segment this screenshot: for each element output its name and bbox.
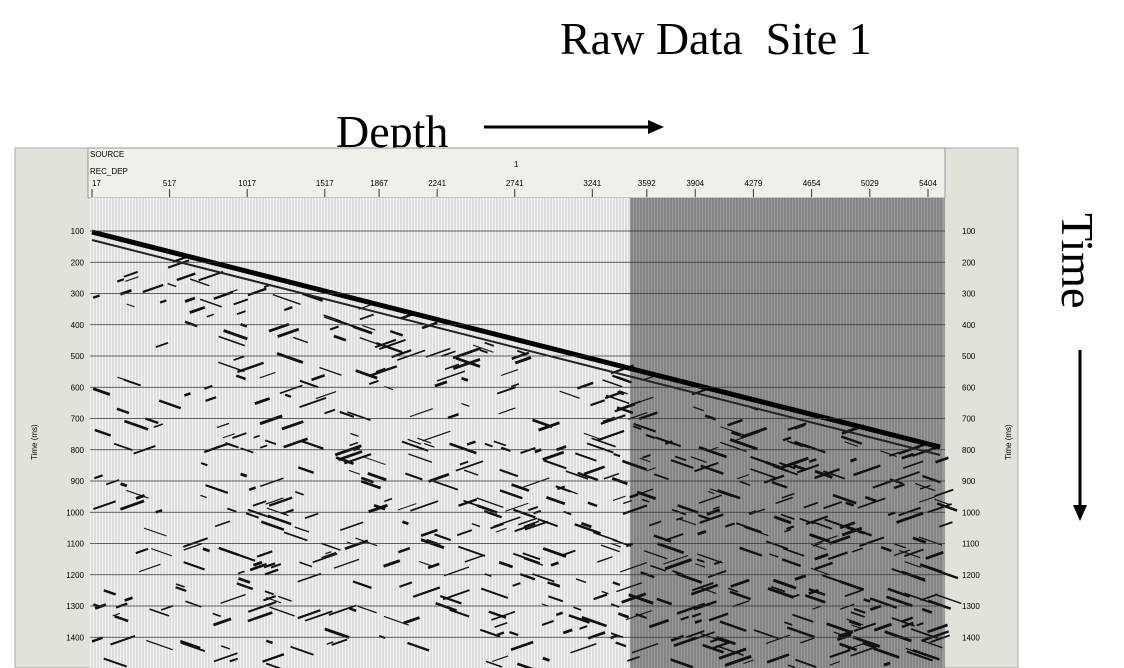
time-axis-label-right: Time (ms) [1004, 424, 1013, 460]
time-tick-label-right: 1400 [962, 633, 980, 642]
time-tick-label: 800 [71, 446, 85, 455]
time-tick-label-right: 1200 [962, 571, 980, 580]
time-tick-label-right: 1000 [962, 508, 980, 517]
depth-tick-label: 1867 [370, 179, 388, 188]
time-tick-label-right: 200 [962, 258, 976, 267]
time-axis-label: Time (ms) [30, 424, 39, 460]
depth-tick-label: 1517 [316, 179, 334, 188]
depth-tick-label: 4279 [745, 179, 763, 188]
time-tick-label-right: 300 [962, 290, 976, 299]
time-tick-label: 200 [71, 258, 85, 267]
source-label: SOURCE [90, 150, 124, 159]
time-tick-label-right: 600 [962, 383, 976, 392]
time-tick-label-right: 900 [962, 477, 976, 486]
time-tick-label-right: 100 [962, 227, 976, 236]
time-tick-label: 100 [71, 227, 85, 236]
time-tick-label-right: 700 [962, 415, 976, 424]
depth-tick-label: 3904 [686, 179, 704, 188]
source-value: 1 [514, 160, 519, 169]
reflection [121, 484, 127, 486]
time-tick-label: 500 [71, 352, 85, 361]
time-tick-label: 1400 [66, 633, 84, 642]
rec-dep-label: REC_DEP [90, 167, 128, 176]
header-panel [88, 148, 945, 198]
time-tick-label: 1000 [66, 508, 84, 517]
time-tick-label: 1300 [66, 602, 84, 611]
reflection [884, 663, 890, 665]
time-tick-label: 300 [71, 290, 85, 299]
title: Raw Data Site 1 [560, 13, 872, 64]
depth-tick-label: 517 [163, 179, 177, 188]
time-arrowhead [1073, 505, 1087, 521]
depth-tick-label: 17 [92, 179, 101, 188]
time-tick-label-right: 1300 [962, 602, 980, 611]
depth-tick-label: 3592 [638, 179, 656, 188]
depth-tick-label: 1017 [238, 179, 256, 188]
time-tick-label: 1200 [66, 571, 84, 580]
page: Raw Data Site 1 Depth Time SOURCE REC_DE… [0, 0, 1124, 668]
time-tick-label-right: 500 [962, 352, 976, 361]
time-tick-label: 600 [71, 383, 85, 392]
time-tick-label: 400 [71, 321, 85, 330]
time-tick-label: 1100 [67, 540, 85, 549]
time-tick-label: 700 [71, 415, 85, 424]
depth-tick-label: 2241 [428, 179, 446, 188]
time-tick-label: 900 [71, 477, 85, 486]
depth-tick-label: 5404 [919, 179, 937, 188]
time-label: Time [1052, 213, 1103, 308]
depth-tick-label: 3241 [583, 179, 601, 188]
depth-tick-label: 2741 [506, 179, 524, 188]
depth-tick-label: 4654 [803, 179, 821, 188]
reflection [850, 459, 856, 461]
time-tick-label-right: 800 [962, 446, 976, 455]
depth-tick-label: 5029 [861, 179, 879, 188]
depth-arrowhead [648, 120, 664, 134]
time-tick-label-right: 400 [962, 321, 976, 330]
time-tick-label-right: 1100 [962, 540, 980, 549]
